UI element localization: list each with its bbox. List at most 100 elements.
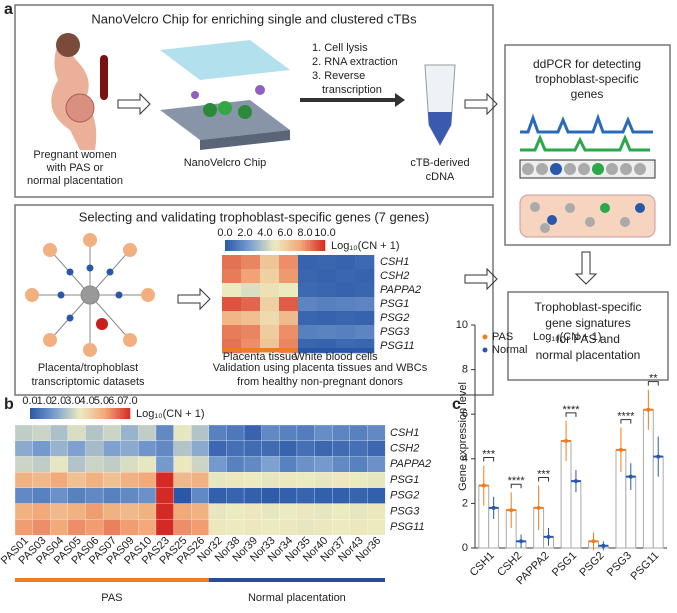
heat-cell bbox=[314, 424, 333, 442]
box-text: gene signatures bbox=[545, 316, 630, 330]
sig-bracket bbox=[565, 412, 577, 417]
colorbar-swatch bbox=[247, 240, 251, 251]
heat-cell bbox=[85, 503, 104, 520]
box-title: ddPCR for detecting bbox=[533, 57, 641, 71]
heat-cell bbox=[102, 487, 122, 505]
droplets bbox=[522, 163, 646, 175]
colorbar-swatch bbox=[55, 408, 58, 419]
box-text: normal placentation bbox=[536, 348, 641, 362]
colorbar-swatch bbox=[225, 240, 228, 251]
heat-cell bbox=[314, 487, 333, 505]
box-title: NanoVelcro Chip for enriching single and… bbox=[91, 11, 417, 26]
droplets bbox=[530, 202, 645, 233]
heat-cell bbox=[50, 456, 69, 473]
heat-cell bbox=[50, 519, 69, 536]
heat-cell bbox=[173, 519, 192, 536]
heat-cell bbox=[317, 269, 337, 284]
trace bbox=[520, 113, 653, 134]
colorbar-swatch bbox=[312, 240, 316, 251]
colorbar-swatch bbox=[295, 240, 298, 251]
colorbar-swatch bbox=[262, 240, 266, 251]
heat-cell bbox=[32, 519, 51, 536]
sig-bracket bbox=[538, 477, 550, 482]
panel-label: b bbox=[4, 396, 14, 413]
heat-cell bbox=[50, 503, 69, 520]
box-title: genes bbox=[571, 87, 604, 101]
row-label: PSG11 bbox=[390, 521, 425, 533]
heat-cell bbox=[102, 424, 122, 442]
heat-cell bbox=[191, 503, 210, 520]
heat-cell bbox=[67, 424, 86, 442]
heat-cell bbox=[314, 503, 333, 520]
heat-cell bbox=[260, 283, 280, 298]
heat-cell bbox=[155, 456, 175, 473]
heat-cell bbox=[243, 456, 263, 473]
colorbar-swatch bbox=[317, 240, 321, 251]
heat-cell bbox=[241, 325, 261, 340]
mean-dot bbox=[481, 483, 486, 488]
heat-cell bbox=[67, 471, 86, 489]
colorbar-swatch bbox=[102, 408, 106, 419]
heat-cell bbox=[102, 471, 122, 489]
heat-cell bbox=[243, 519, 263, 536]
tube-liquid bbox=[428, 112, 452, 145]
bar bbox=[642, 409, 654, 549]
heat-cell bbox=[155, 471, 175, 489]
colorbar-swatch bbox=[45, 408, 48, 419]
heat-cell bbox=[222, 269, 242, 284]
row-label: PSG3 bbox=[390, 505, 420, 517]
x-tick-label: PSG1 bbox=[550, 550, 579, 579]
colorbar-tick-label: 1.0 bbox=[37, 395, 52, 407]
heat-cell bbox=[279, 283, 299, 298]
heat-cell bbox=[85, 471, 104, 489]
caption: with PAS or bbox=[46, 162, 104, 174]
heat-cell bbox=[331, 471, 351, 489]
colorbar-swatch bbox=[237, 240, 241, 251]
heat-cell bbox=[50, 424, 69, 442]
heat-cell bbox=[336, 269, 356, 284]
heat-cell bbox=[349, 487, 368, 505]
caption: NanoVelcro Chip bbox=[184, 157, 267, 169]
heat-cell bbox=[298, 283, 318, 298]
row-label: PSG11 bbox=[380, 340, 415, 352]
heat-cell bbox=[85, 487, 104, 505]
heat-cell bbox=[173, 424, 192, 442]
heat-cell bbox=[260, 269, 280, 284]
heat-cell bbox=[155, 440, 175, 457]
heat-cell bbox=[355, 311, 375, 326]
step: 1. Cell lysis bbox=[312, 42, 368, 54]
mean-dot bbox=[519, 539, 524, 544]
heat-cell bbox=[367, 487, 386, 505]
heat-cell bbox=[298, 325, 318, 340]
heat-cell bbox=[191, 424, 210, 442]
colorbar-swatch bbox=[315, 240, 318, 251]
heat-cell bbox=[243, 424, 263, 442]
heat-cell bbox=[296, 487, 315, 505]
heat-cell bbox=[32, 424, 51, 442]
heat-cell bbox=[138, 503, 157, 520]
box-title: Selecting and validating trophoblast-spe… bbox=[79, 209, 430, 224]
colorbar-swatch bbox=[275, 240, 278, 251]
colorbar-swatch bbox=[60, 408, 63, 419]
heat-cell bbox=[317, 311, 337, 326]
legend-label: Normal bbox=[492, 344, 527, 356]
colorbar-swatch bbox=[70, 408, 73, 419]
heat-cell bbox=[279, 297, 299, 312]
colorbar-swatch bbox=[280, 240, 283, 251]
heat-cell bbox=[279, 471, 298, 489]
heat-cell bbox=[331, 456, 351, 473]
heat-cell bbox=[191, 440, 210, 457]
group-bar bbox=[222, 348, 298, 352]
heat-cell bbox=[279, 255, 299, 270]
colorbar-tick-label: 7.0 bbox=[122, 395, 137, 407]
heat-cell bbox=[120, 456, 139, 473]
heat-cell bbox=[243, 487, 263, 505]
caption: Placenta/trophoblast bbox=[38, 362, 138, 374]
colorbar-swatch bbox=[302, 240, 306, 251]
colorbar-swatch bbox=[117, 408, 121, 419]
heat-cell bbox=[226, 424, 245, 442]
colorbar-swatch bbox=[82, 408, 86, 419]
colorbar-label: Log₁₀(CN + 1) bbox=[136, 408, 205, 420]
colorbar-swatch bbox=[255, 240, 258, 251]
heat-cell bbox=[191, 456, 210, 473]
